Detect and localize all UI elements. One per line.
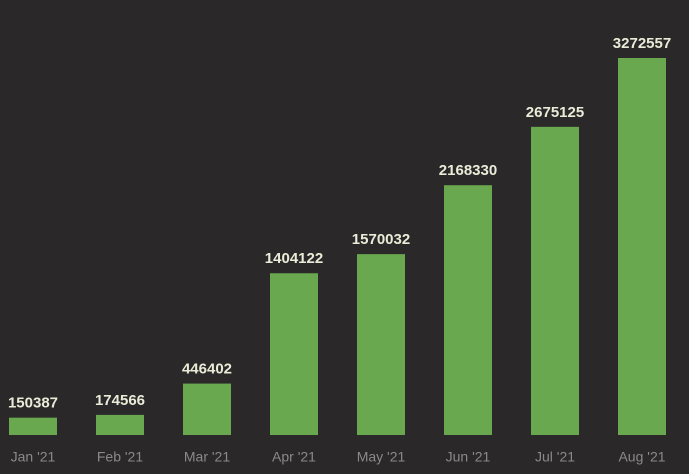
bar <box>618 58 666 435</box>
bar <box>270 273 318 435</box>
x-tick-label: Aug '21 <box>618 449 665 465</box>
value-label: 1570032 <box>352 231 410 248</box>
bar <box>444 185 492 435</box>
value-label: 1404122 <box>265 250 323 267</box>
bar <box>531 126 579 435</box>
x-tick-label: Jul '21 <box>535 449 575 465</box>
x-tick-label: Jun '21 <box>446 449 491 465</box>
value-label: 2168330 <box>439 162 497 179</box>
bar <box>9 417 57 435</box>
bar <box>96 414 144 435</box>
bar <box>357 254 405 435</box>
x-tick-label: Jan '21 <box>11 449 56 465</box>
x-tick-label: May '21 <box>357 449 406 465</box>
value-label: 3272557 <box>613 35 671 52</box>
x-tick-label: Feb '21 <box>97 449 143 465</box>
value-label: 446402 <box>182 361 232 378</box>
value-label: 150387 <box>8 395 58 412</box>
value-label: 174566 <box>95 392 145 409</box>
x-tick-label: Mar '21 <box>184 449 230 465</box>
value-label: 2675125 <box>526 104 584 121</box>
x-tick-label: Apr '21 <box>272 449 316 465</box>
bar <box>183 383 231 435</box>
